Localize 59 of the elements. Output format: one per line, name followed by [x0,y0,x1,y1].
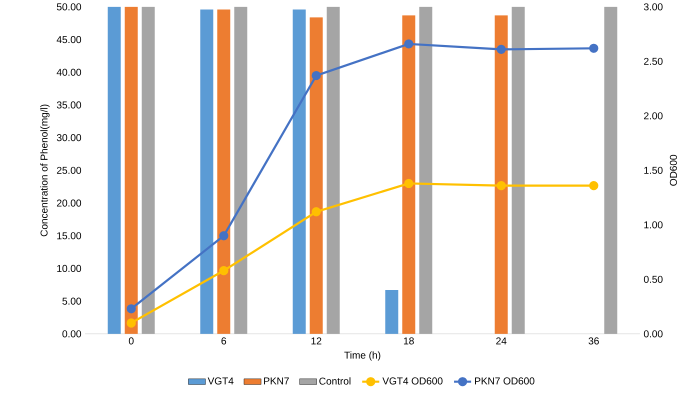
bar [200,10,214,334]
x-tick-label: 0 [128,337,134,345]
y-tick-label: 5.00 [62,298,82,305]
x-tick-label: 12 [311,337,322,344]
y-tick-label: 0.00 [62,330,82,338]
point [219,231,228,240]
y-tick-label: 50.00 [56,3,82,10]
point [219,266,228,276]
y-axis-title: Concentration of Phenol(mg/l) [40,104,50,236]
point [496,44,506,54]
point [312,207,321,216]
bar [217,10,230,334]
y-tick-label: 40.00 [56,68,82,76]
y-tick-label: 45.00 [56,36,82,44]
x-axis-title: Time (h) [344,351,380,361]
y2-tick-label: 3.00 [644,3,663,10]
bar [142,6,155,334]
bar [419,6,432,334]
y2-tick-label: 0.00 [644,330,663,338]
legend-label: Control [319,377,350,385]
legend-label: VGT4 [208,377,234,385]
point [126,304,136,314]
bar [292,10,306,334]
bar [124,6,138,334]
point [589,181,598,190]
y-tick-label: 25.00 [56,166,82,174]
point [404,39,414,49]
legend-label: VGT4 OD600 [382,377,443,385]
bar [310,17,323,334]
bar [326,6,340,334]
y2-tick-label: 1.00 [644,221,663,228]
y-tick-label: 15.00 [57,232,82,240]
point [312,71,321,80]
legend-label: PKN7 [264,378,289,384]
point [126,318,136,328]
bar [512,6,525,334]
legend-label: PKN7 OD600 [475,377,534,385]
x-tick-label: 18 [404,337,414,345]
y2-tick-label: 1.50 [644,166,663,174]
x-tick-label: 36 [588,337,599,345]
bar [604,6,618,334]
y-tick-label: 10.00 [57,264,82,272]
bar [234,6,248,334]
y2-tick-label: 2.50 [644,58,663,65]
y2-tick-label: 2.00 [644,112,663,120]
x-tick-label: 24 [496,337,507,344]
y-tick-label: 30.00 [56,134,82,142]
bar [494,15,508,334]
point [496,181,506,190]
point [589,44,598,53]
bar [108,6,121,334]
bar [385,290,398,334]
bar [402,15,416,334]
x-tick-label: 6 [221,337,226,345]
y2-tick-label: 0.50 [644,276,663,283]
y2-axis-title: OD600 [670,154,677,186]
point [404,178,414,188]
y-tick-label: 35.00 [56,101,82,109]
y-tick-label: 20.00 [56,200,82,207]
